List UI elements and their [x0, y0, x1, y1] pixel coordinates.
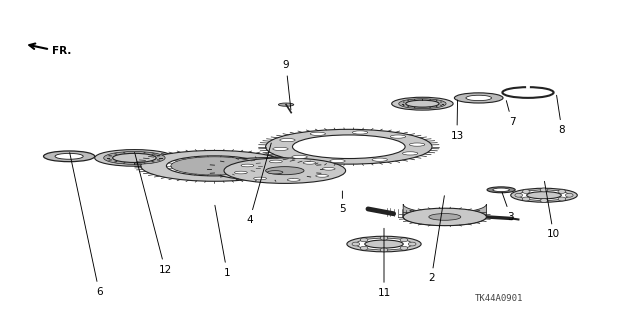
- Ellipse shape: [266, 167, 304, 175]
- Ellipse shape: [403, 152, 418, 155]
- Ellipse shape: [316, 174, 328, 177]
- Text: 3: 3: [502, 192, 514, 222]
- Ellipse shape: [454, 93, 503, 103]
- Ellipse shape: [104, 152, 165, 164]
- Ellipse shape: [429, 214, 461, 220]
- Ellipse shape: [403, 208, 486, 226]
- Circle shape: [522, 189, 530, 193]
- Ellipse shape: [323, 167, 335, 170]
- Circle shape: [408, 242, 416, 246]
- Circle shape: [400, 238, 408, 242]
- Text: TK44A0901: TK44A0901: [475, 294, 524, 303]
- Ellipse shape: [303, 161, 316, 164]
- Circle shape: [400, 246, 408, 250]
- Ellipse shape: [253, 177, 266, 180]
- Ellipse shape: [390, 135, 406, 138]
- Ellipse shape: [266, 129, 432, 164]
- Ellipse shape: [287, 179, 300, 181]
- Circle shape: [515, 193, 523, 197]
- Text: 6: 6: [70, 153, 102, 297]
- Text: 8: 8: [557, 95, 565, 135]
- Text: 5: 5: [339, 191, 346, 214]
- Circle shape: [360, 238, 368, 242]
- Text: 9: 9: [283, 60, 291, 110]
- Circle shape: [360, 246, 368, 250]
- Ellipse shape: [280, 138, 295, 142]
- Ellipse shape: [269, 160, 282, 163]
- Text: 4: 4: [246, 143, 271, 225]
- Ellipse shape: [292, 155, 307, 159]
- Circle shape: [352, 242, 360, 246]
- Text: 7: 7: [506, 100, 515, 127]
- Ellipse shape: [347, 236, 421, 252]
- Ellipse shape: [466, 95, 492, 100]
- Ellipse shape: [292, 135, 405, 159]
- Ellipse shape: [330, 160, 345, 163]
- Circle shape: [540, 199, 548, 203]
- Ellipse shape: [502, 87, 554, 98]
- Ellipse shape: [278, 103, 294, 106]
- Ellipse shape: [493, 188, 509, 191]
- Ellipse shape: [356, 238, 412, 250]
- Circle shape: [522, 197, 530, 201]
- Ellipse shape: [511, 188, 577, 202]
- Circle shape: [380, 248, 388, 252]
- Ellipse shape: [406, 100, 439, 107]
- Text: 1: 1: [215, 205, 230, 278]
- Ellipse shape: [224, 158, 346, 183]
- Ellipse shape: [487, 187, 515, 193]
- Circle shape: [558, 189, 566, 193]
- Ellipse shape: [268, 171, 283, 174]
- Ellipse shape: [273, 147, 288, 151]
- Ellipse shape: [372, 158, 387, 161]
- Circle shape: [558, 197, 566, 201]
- Ellipse shape: [519, 190, 570, 201]
- Ellipse shape: [399, 99, 446, 109]
- Ellipse shape: [95, 150, 174, 166]
- Circle shape: [540, 188, 548, 192]
- Ellipse shape: [365, 240, 403, 248]
- Circle shape: [566, 193, 573, 197]
- Text: FR.: FR.: [52, 46, 72, 56]
- Ellipse shape: [392, 97, 453, 110]
- Circle shape: [380, 236, 388, 240]
- Text: 11: 11: [378, 228, 390, 298]
- Text: 13: 13: [451, 100, 463, 141]
- Text: 10: 10: [545, 182, 560, 240]
- Ellipse shape: [527, 192, 561, 199]
- Ellipse shape: [166, 156, 262, 176]
- Ellipse shape: [113, 153, 156, 162]
- Ellipse shape: [141, 151, 288, 181]
- Ellipse shape: [410, 143, 425, 146]
- Ellipse shape: [171, 157, 258, 175]
- Ellipse shape: [211, 158, 320, 181]
- Text: 12: 12: [135, 154, 172, 275]
- Ellipse shape: [55, 153, 83, 159]
- Ellipse shape: [310, 132, 326, 135]
- Ellipse shape: [241, 164, 254, 167]
- Ellipse shape: [353, 131, 368, 134]
- Ellipse shape: [44, 151, 95, 162]
- Text: 2: 2: [428, 196, 444, 284]
- Ellipse shape: [234, 171, 247, 174]
- Polygon shape: [403, 204, 486, 226]
